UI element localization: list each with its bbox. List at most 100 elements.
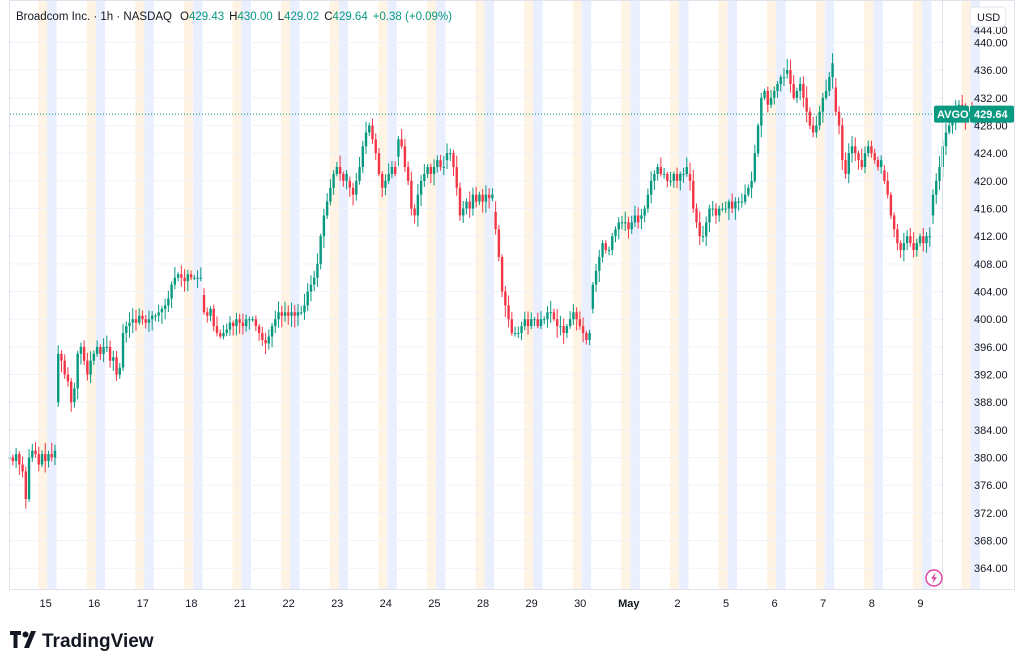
candle-body[interactable] — [500, 256, 504, 292]
candle-body[interactable] — [202, 295, 206, 313]
candle-body[interactable] — [160, 308, 164, 313]
candle-body[interactable] — [449, 153, 452, 155]
candle-body[interactable] — [701, 236, 705, 238]
candle-body[interactable] — [607, 250, 611, 252]
candle-body[interactable] — [740, 201, 744, 203]
candle-body[interactable] — [478, 194, 481, 202]
candle-body[interactable] — [948, 125, 951, 133]
candle-body[interactable] — [86, 360, 89, 375]
candle-body[interactable] — [659, 167, 663, 174]
candle-body[interactable] — [552, 312, 556, 320]
candle-body[interactable] — [186, 274, 190, 282]
candle-body[interactable] — [163, 305, 167, 309]
candle-body[interactable] — [931, 194, 935, 216]
candle-body[interactable] — [231, 322, 235, 327]
candle-body[interactable] — [543, 319, 546, 321]
candle-body[interactable] — [604, 243, 607, 251]
candle-body[interactable] — [662, 173, 666, 175]
candle-body[interactable] — [432, 167, 436, 174]
candle-body[interactable] — [672, 173, 676, 181]
candle-body[interactable] — [889, 194, 893, 216]
candle-body[interactable] — [134, 319, 138, 323]
candle-body[interactable] — [176, 274, 180, 278]
candle-body[interactable] — [912, 243, 915, 251]
candle-body[interactable] — [624, 222, 627, 224]
candle-body[interactable] — [47, 454, 50, 462]
candle-body[interactable] — [248, 319, 251, 321]
candle-body[interactable] — [510, 319, 514, 334]
candle-body[interactable] — [199, 277, 202, 279]
candle-body[interactable] — [805, 97, 808, 112]
symbol-legend[interactable]: Broadcom Inc. · 1h · NASDAQ O429.43 H430.0… — [16, 11, 452, 23]
candle-body[interactable] — [688, 173, 692, 181]
candle-body[interactable] — [497, 229, 501, 257]
candle-body[interactable] — [371, 125, 374, 140]
candle-body[interactable] — [724, 208, 727, 210]
candle-body[interactable] — [918, 236, 922, 244]
candle-body[interactable] — [630, 222, 633, 230]
candle-body[interactable] — [196, 277, 199, 279]
candle-body[interactable] — [105, 346, 109, 348]
candle-body[interactable] — [646, 194, 650, 209]
candle-body[interactable] — [283, 312, 287, 316]
candle-body[interactable] — [798, 84, 802, 91]
candle-body[interactable] — [614, 229, 617, 237]
candle-body[interactable] — [795, 90, 799, 98]
candle-body[interactable] — [565, 326, 569, 334]
candle-body[interactable] — [575, 312, 578, 320]
candle-body[interactable] — [312, 277, 316, 285]
candle-body[interactable] — [410, 180, 413, 209]
candle-body[interactable] — [944, 132, 948, 147]
candle-body[interactable] — [306, 291, 309, 306]
candle-body[interactable] — [429, 167, 433, 174]
candle-body[interactable] — [743, 194, 747, 202]
candle-body[interactable] — [730, 201, 734, 209]
candle-body[interactable] — [815, 125, 818, 133]
candle-body[interactable] — [892, 215, 896, 230]
candle-body[interactable] — [11, 457, 15, 462]
candle-body[interactable] — [345, 173, 348, 181]
candle-body[interactable] — [578, 319, 582, 327]
candle-body[interactable] — [902, 243, 906, 251]
last-price-tags[interactable]: AVGO 429.64 — [934, 105, 1014, 123]
candle-body[interactable] — [322, 215, 326, 237]
candle-body[interactable] — [517, 333, 520, 335]
candle-body[interactable] — [150, 315, 154, 320]
candle-body[interactable] — [536, 319, 539, 327]
candle-body[interactable] — [546, 312, 549, 320]
candle-body[interactable] — [244, 319, 248, 327]
candle-body[interactable] — [714, 208, 718, 216]
candle-body[interactable] — [361, 146, 364, 168]
candle-body[interactable] — [873, 153, 876, 161]
candle-body[interactable] — [585, 333, 588, 340]
candle-body[interactable] — [588, 333, 591, 340]
candle-body[interactable] — [125, 326, 128, 334]
candle-body[interactable] — [455, 167, 458, 188]
candle-body[interactable] — [523, 319, 526, 327]
candle-body[interactable] — [769, 97, 773, 105]
price-axis[interactable]: 364.00 368.00 372.00 376.00 380.00 384.00 388.… — [974, 38, 1008, 576]
candle-body[interactable] — [355, 180, 358, 195]
candle-body[interactable] — [89, 360, 92, 375]
candle-body[interactable] — [513, 333, 517, 335]
candle-body[interactable] — [235, 319, 238, 327]
candle-body[interactable] — [539, 319, 543, 327]
candle-body[interactable] — [837, 111, 841, 126]
candle-body[interactable] — [296, 312, 300, 316]
candle-body[interactable] — [138, 315, 141, 323]
candle-body[interactable] — [348, 180, 352, 188]
candle-body[interactable] — [915, 243, 919, 251]
candle-body[interactable] — [640, 215, 643, 219]
candle-body[interactable] — [436, 160, 439, 168]
candle-body[interactable] — [264, 339, 267, 344]
candle-body[interactable] — [792, 84, 795, 98]
candle-body[interactable] — [254, 319, 258, 327]
candle-body[interactable] — [377, 153, 381, 174]
candle-body[interactable] — [141, 315, 144, 320]
candle-body[interactable] — [559, 326, 562, 328]
candle-body[interactable] — [439, 160, 442, 168]
candle-body[interactable] — [850, 146, 854, 154]
tradingview-logo[interactable]: TradingView — [10, 631, 154, 652]
candle-body[interactable] — [397, 139, 400, 157]
